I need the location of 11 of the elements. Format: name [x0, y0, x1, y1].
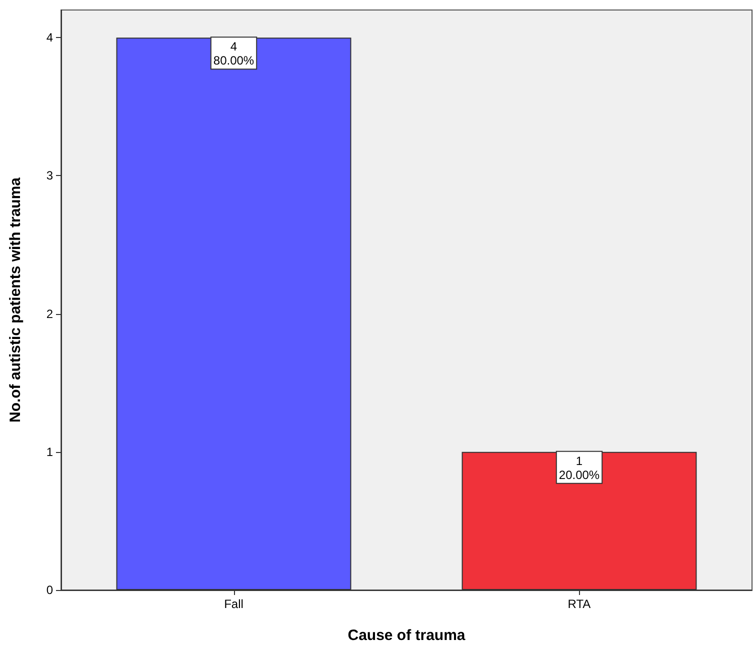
y-tick-label: 2	[46, 306, 54, 321]
data-label: 4 80.00%	[213, 40, 254, 68]
y-tick-label: 1	[46, 444, 54, 459]
x-tick-label: RTA	[568, 597, 591, 611]
y-axis-title: No.of autistic patients with trauma	[7, 176, 24, 423]
y-tick-label: 4	[46, 30, 54, 45]
y-tick-label: 3	[46, 168, 54, 183]
y-tick-label: 0	[46, 583, 54, 597]
data-label: 1 20.00%	[558, 454, 600, 482]
x-axis-title: Cause of trauma	[348, 627, 466, 644]
x-tick-label: Fall	[224, 597, 244, 611]
